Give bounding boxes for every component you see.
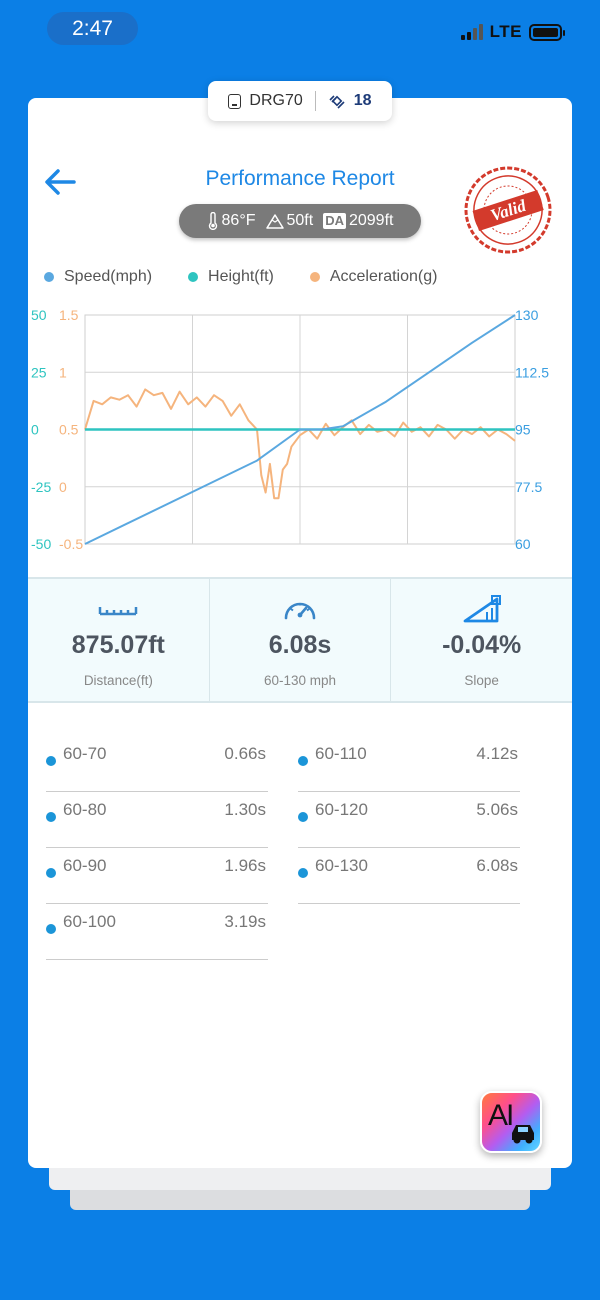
- split-range: 60-90: [63, 856, 107, 875]
- legend-dot: [188, 272, 199, 282]
- legend-label: Height(ft): [208, 268, 274, 285]
- satellite-icon: [329, 95, 345, 109]
- da-label: DA: [323, 213, 346, 229]
- split-time: 5.06s: [476, 800, 518, 819]
- divider: [314, 91, 316, 111]
- car-icon: [512, 1125, 534, 1144]
- page-title: Performance Report: [205, 167, 395, 190]
- distance-label: Distance(ft): [83, 673, 153, 688]
- stat-slope: -0.04% Slope: [390, 579, 572, 701]
- stat-time: 6.08s 60-130 mph: [208, 579, 391, 701]
- speed-axis-tick: 112.5: [515, 364, 549, 380]
- slope-label: Slope: [464, 673, 499, 688]
- split-row-60-130: 60-130 6.08s: [298, 848, 520, 904]
- accel-axis-tick: 1: [59, 364, 67, 380]
- accel-axis-tick: -0.5: [59, 536, 83, 552]
- bullet-dot: [298, 812, 308, 822]
- speed-axis-tick: 77.5: [515, 479, 542, 495]
- split-time: 6.08s: [476, 856, 518, 875]
- bullet-dot: [298, 756, 308, 766]
- density-altitude-item: DA 2099ft: [323, 212, 393, 230]
- split-range: 60-80: [63, 800, 107, 819]
- legend-item-speed[interactable]: Speed(mph): [44, 268, 152, 286]
- status-indicators: LTE: [460, 22, 565, 42]
- split-row-60-90: 60-90 1.96s: [46, 848, 268, 904]
- slope-value: -0.04%: [442, 631, 522, 659]
- split-range: 60-70: [63, 744, 107, 763]
- split-range: 60-130: [315, 856, 368, 875]
- split-range: 60-100: [63, 912, 116, 931]
- time-value: 6.08s: [268, 631, 332, 659]
- network-type: LTE: [489, 22, 522, 41]
- distance-value: 875.07ft: [71, 631, 165, 659]
- height-axis-tick: 50: [31, 307, 47, 323]
- bullet-dot: [46, 868, 56, 878]
- speed-series-line: [84, 314, 516, 545]
- split-time: 3.19s: [224, 912, 266, 931]
- legend-dot: [309, 272, 320, 282]
- bullet-dot: [46, 924, 56, 934]
- conditions-bar: 86°F 50ft DA 2099ft: [179, 204, 421, 238]
- satellite-count: 18: [353, 92, 372, 109]
- legend-dot: [44, 272, 54, 282]
- speedometer-icon: [284, 602, 316, 620]
- altitude-value: 50ft: [286, 212, 314, 229]
- speed-axis-tick: 60: [515, 536, 531, 552]
- density-altitude-value: 2099ft: [348, 212, 394, 229]
- status-time: 2:47: [47, 12, 138, 45]
- valid-stamp: Valid: [464, 166, 552, 254]
- height-axis-tick: -25: [31, 479, 51, 495]
- split-range: 60-110: [315, 744, 367, 763]
- chart-legend: Speed(mph) Height(ft) Acceleration(g): [44, 268, 437, 286]
- legend-label: Speed(mph): [64, 268, 153, 285]
- battery-icon: [529, 23, 565, 41]
- bullet-dot: [298, 868, 308, 878]
- split-row-60-120: 60-120 5.06s: [298, 792, 520, 848]
- acceleration-series-line: [84, 388, 516, 500]
- ai-assistant-button[interactable]: AI: [480, 1091, 542, 1153]
- split-time: 0.66s: [224, 744, 266, 763]
- split-row-60-70: 60-70 0.66s: [46, 736, 268, 792]
- accel-axis-tick: 1.5: [59, 307, 79, 323]
- bullet-dot: [46, 812, 56, 822]
- legend-item-height[interactable]: Height(ft): [188, 268, 274, 286]
- device-name: DRG70: [249, 92, 303, 109]
- ruler-icon: [99, 607, 138, 616]
- accel-axis-tick: 0: [59, 479, 67, 495]
- bullet-dot: [46, 756, 56, 766]
- device-icon: [228, 93, 242, 109]
- device-badge[interactable]: DRG70 18: [208, 81, 392, 121]
- temperature-value: 86°F: [221, 212, 256, 229]
- temperature-item: 86°F: [207, 212, 256, 230]
- stat-distance: 875.07ft Distance(ft): [28, 579, 209, 701]
- legend-item-acceleration[interactable]: Acceleration(g): [309, 268, 438, 286]
- altitude-item: 50ft: [265, 212, 314, 230]
- legend-label: Acceleration(g): [329, 268, 438, 285]
- split-time: 4.12s: [476, 744, 518, 763]
- split-row-60-110: 60-110 4.12s: [298, 736, 520, 792]
- performance-chart[interactable]: 50 1.5 130 25 1 112.5 0 0.5 95 -25 0 77.5 -50 -0.5 60: [28, 298, 572, 558]
- split-row-60-80: 60-80 1.30s: [46, 792, 268, 848]
- ai-label: AI: [488, 1099, 514, 1132]
- thermometer-icon: [208, 212, 217, 230]
- height-axis-tick: -50: [31, 536, 51, 552]
- time-label: 60-130 mph: [263, 673, 337, 688]
- slope-icon: [463, 595, 501, 623]
- report-card: Performance Report 86°F 50ft DA 2099ft: [28, 98, 572, 1168]
- signal-icon: [460, 24, 483, 40]
- split-range: 60-120: [315, 800, 368, 819]
- accel-axis-tick: 0.5: [59, 422, 79, 438]
- height-axis-tick: 0: [31, 422, 39, 438]
- mountain-icon: [265, 214, 284, 229]
- speed-axis-tick: 130: [515, 307, 539, 323]
- back-arrow-icon[interactable]: [40, 162, 80, 202]
- split-row-60-100: 60-100 3.19s: [46, 904, 268, 960]
- height-axis-tick: 25: [31, 364, 47, 380]
- split-time: 1.30s: [224, 800, 266, 819]
- stats-panel: 875.07ft Distance(ft) 6.08s 60-130 mph: [28, 577, 572, 703]
- split-time: 1.96s: [224, 856, 266, 875]
- speed-axis-tick: 95: [515, 422, 531, 438]
